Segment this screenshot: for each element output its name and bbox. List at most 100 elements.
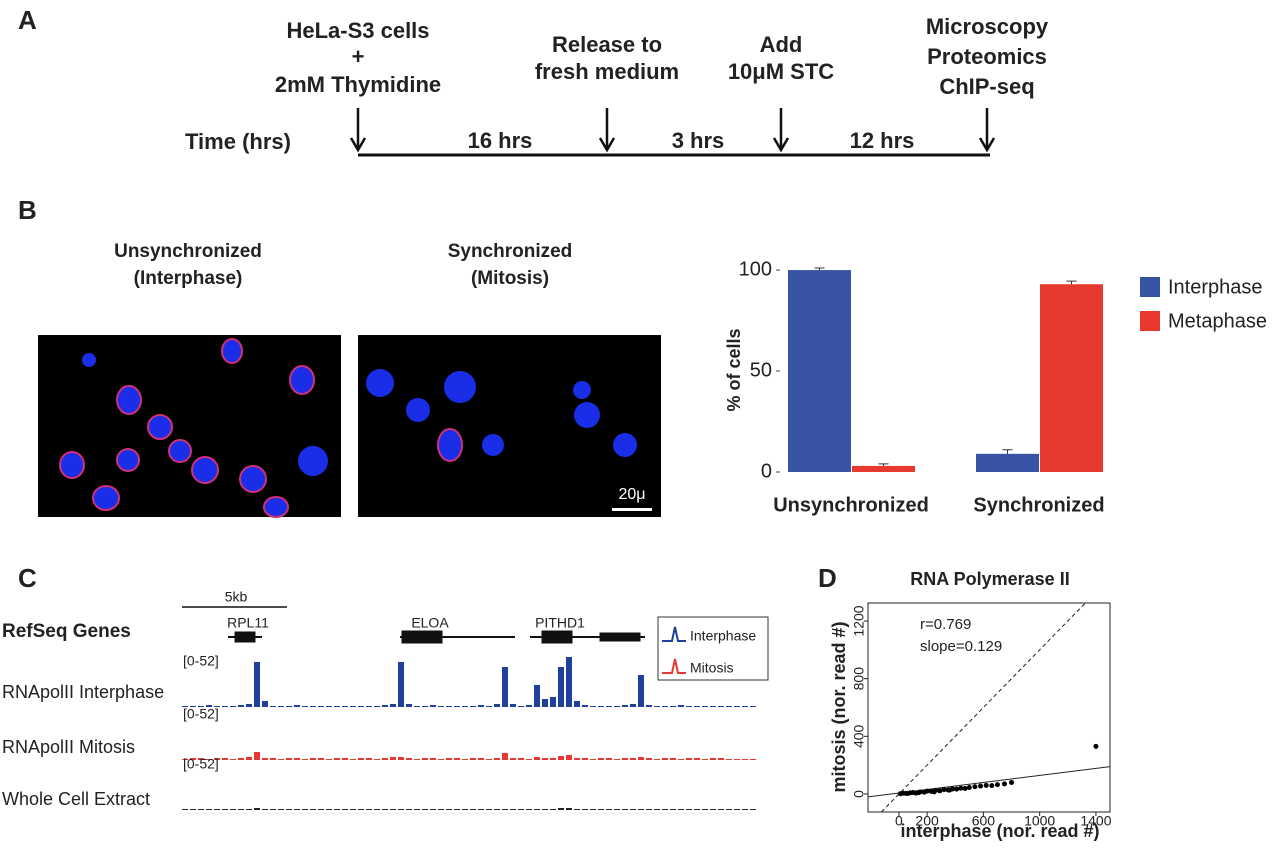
signal-bar	[238, 758, 244, 760]
signal-bar	[742, 706, 748, 707]
point	[937, 788, 943, 794]
signal-bar	[278, 706, 284, 707]
point	[954, 786, 960, 792]
signal-bar	[438, 809, 444, 810]
signal-bar	[614, 759, 620, 760]
signal-bar	[350, 759, 356, 760]
signal-bar	[382, 809, 388, 810]
signal-bar	[382, 705, 388, 707]
signal-bar	[206, 759, 212, 760]
signal-bar	[606, 758, 612, 760]
y-axis-label: % of cells	[724, 328, 744, 411]
signal-bar	[214, 706, 220, 707]
signal-bar	[646, 758, 652, 760]
signal-bar	[262, 809, 268, 810]
error-bar	[1066, 280, 1077, 285]
signal-bar	[606, 809, 612, 810]
signal-bar	[486, 706, 492, 707]
y-tick-label: 800	[851, 667, 867, 691]
signal-bar	[694, 706, 700, 707]
signal-bar	[302, 759, 308, 760]
signal-bar	[742, 809, 748, 810]
signal-bar	[654, 809, 660, 810]
signal-bar	[558, 667, 564, 707]
error-bar	[878, 463, 889, 466]
signal-bar	[534, 685, 540, 707]
point	[978, 783, 984, 789]
x-tick-label: 0	[895, 813, 903, 829]
signal-bar	[334, 809, 340, 810]
signal-bar	[598, 809, 604, 810]
signal-bar	[686, 706, 692, 707]
point	[983, 782, 989, 788]
identity-line	[881, 602, 1086, 813]
signal-bar	[486, 809, 492, 810]
point	[994, 782, 1000, 788]
signal-bar	[286, 706, 292, 707]
track-label: RefSeq Genes	[2, 621, 131, 642]
panel-letter: A	[18, 5, 37, 35]
gene-name: RPL11	[227, 615, 269, 631]
signal-bar	[270, 809, 276, 810]
signal-bar	[662, 758, 668, 760]
signal-bar	[294, 758, 300, 760]
signal-bar	[254, 662, 260, 707]
signal-bar	[326, 809, 332, 810]
signal-bar	[750, 809, 756, 810]
signal-bar	[486, 759, 492, 760]
annotation: r=0.769	[920, 616, 971, 633]
signal-bar	[630, 758, 636, 760]
arrow	[598, 108, 616, 153]
x-tick-label: 600	[972, 813, 996, 829]
signal-bar	[726, 706, 732, 707]
point	[904, 791, 910, 797]
signal-bar	[246, 704, 252, 707]
signal-bar	[558, 756, 564, 760]
signal-bar	[470, 758, 476, 760]
range-label: [0-52]	[183, 756, 219, 772]
point	[931, 789, 937, 795]
signal-bar	[502, 667, 508, 707]
signal-bar	[518, 706, 524, 707]
signal-bar	[238, 705, 244, 707]
signal-bar	[534, 757, 540, 760]
step-label: 10μM STC	[728, 59, 834, 84]
signal-bar	[190, 758, 196, 760]
signal-bar	[654, 706, 660, 707]
range-label: [0-52]	[183, 653, 219, 669]
signal-bar	[430, 705, 436, 707]
bar	[788, 270, 851, 472]
y-tick-label: 400	[851, 724, 867, 748]
signal-bar	[566, 657, 572, 707]
signal-bar	[310, 809, 316, 810]
x-tick-label: 1400	[1080, 813, 1111, 829]
point	[1001, 781, 1007, 787]
plot-frame	[867, 602, 1111, 813]
signal-bar	[270, 758, 276, 760]
signal-bar	[638, 675, 644, 707]
point	[916, 790, 922, 796]
point	[1093, 743, 1099, 749]
signal-bar	[710, 809, 716, 810]
signal-bar	[726, 759, 732, 760]
signal-bar	[726, 809, 732, 810]
image-title: (Interphase)	[134, 268, 243, 289]
signal-bar	[318, 706, 324, 707]
signal-bar	[334, 758, 340, 760]
signal-bar	[414, 759, 420, 760]
signal-bar	[206, 809, 212, 810]
signal-bar	[502, 809, 508, 810]
signal-bar	[318, 809, 324, 810]
legend-swatch	[1140, 311, 1160, 331]
signal-bar	[510, 704, 516, 707]
panel-letter: C	[18, 563, 37, 593]
signal-bar	[662, 809, 668, 810]
signal-bar	[702, 809, 708, 810]
step-label: HeLa-S3 cells	[286, 18, 429, 43]
signal-bar	[662, 706, 668, 707]
signal-bar	[310, 706, 316, 707]
signal-bar	[470, 706, 476, 707]
point	[1009, 779, 1015, 785]
signal-bar	[574, 701, 580, 707]
point	[947, 787, 953, 793]
